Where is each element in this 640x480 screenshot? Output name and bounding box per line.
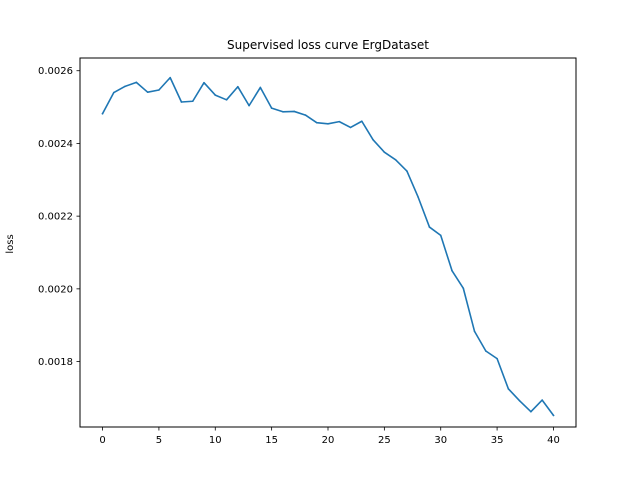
ticks-layer: 0 5 10 15 20 25 30 35 40 0.0018 0.0020 0.0022 0.0024… <box>38 66 560 446</box>
data-point <box>507 388 510 390</box>
series-layer <box>101 76 555 417</box>
data-point <box>180 101 183 103</box>
data-point <box>496 357 498 360</box>
data-point <box>361 120 363 123</box>
data-point <box>282 111 284 113</box>
data-point <box>225 99 228 101</box>
data-point <box>304 114 307 116</box>
y-tick-label: 0.0018 <box>38 357 73 368</box>
data-point <box>124 85 126 88</box>
data-point <box>169 76 171 79</box>
data-point <box>541 399 543 401</box>
data-point <box>146 91 149 93</box>
x-tick-label: 30 <box>434 435 447 446</box>
data-point <box>372 138 374 141</box>
data-point <box>451 269 453 272</box>
data-point <box>406 170 408 172</box>
data-point <box>327 123 329 125</box>
data-point <box>518 400 521 402</box>
x-tick-label: 5 <box>156 435 162 446</box>
plot-frame <box>79 57 577 428</box>
data-point <box>394 158 397 161</box>
x-tick-label: 15 <box>265 435 278 446</box>
data-point <box>417 196 419 199</box>
data-point <box>214 94 217 96</box>
data-point <box>259 86 262 89</box>
x-tick-label: 0 <box>99 435 105 446</box>
data-point <box>293 110 295 113</box>
data-point <box>315 121 318 124</box>
data-point <box>113 91 115 94</box>
data-point <box>158 89 160 91</box>
data-point <box>349 126 352 129</box>
data-point <box>428 226 431 228</box>
data-point <box>473 330 476 333</box>
data-point <box>439 234 442 237</box>
x-tick-label: 10 <box>209 435 222 446</box>
x-tick-label: 40 <box>547 435 560 446</box>
data-point <box>485 350 487 352</box>
y-tick-label: 0.0022 <box>38 212 73 223</box>
data-point <box>237 85 239 88</box>
data-point <box>191 100 194 103</box>
x-tick-label: 35 <box>491 435 504 446</box>
y-axis-label: loss <box>5 234 16 253</box>
data-point <box>270 107 273 109</box>
y-tick-label: 0.0024 <box>38 139 73 150</box>
data-point <box>338 120 341 123</box>
data-point <box>248 104 250 107</box>
data-point <box>135 81 138 84</box>
y-tick-label: 0.0020 <box>38 284 73 295</box>
data-point <box>101 112 104 115</box>
x-tick-label: 25 <box>378 435 391 446</box>
data-point <box>383 151 386 153</box>
data-point <box>530 410 532 413</box>
chart-title: Supervised loss curve ErgDataset <box>227 38 429 52</box>
loss-series-line <box>101 76 555 417</box>
y-tick-label: 0.0026 <box>38 66 73 77</box>
data-point <box>462 287 465 289</box>
data-point <box>552 414 555 417</box>
data-point <box>203 81 205 84</box>
x-tick-label: 20 <box>322 435 335 446</box>
